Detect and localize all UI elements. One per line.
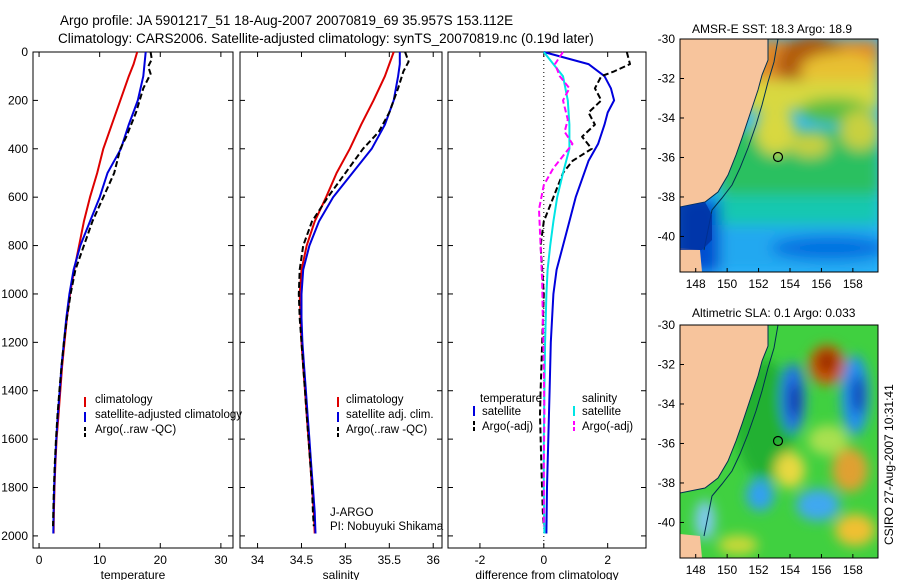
- map-y-tick-label: -40: [658, 229, 676, 243]
- legend-label: climatology: [95, 394, 153, 406]
- x-tick-label: 36: [427, 553, 441, 567]
- plot-area: [32, 51, 234, 549]
- data-centre-label: J-ARGO: [330, 507, 374, 519]
- legend-label: Argo(..raw -QC): [95, 424, 176, 436]
- sla-map: Altimetric SLA: 0.1 Argo: 0.033: [658, 306, 879, 577]
- x-tick-label: 35: [339, 553, 353, 567]
- map-y-tick-label: -32: [658, 357, 676, 371]
- legend-label: Argo(..raw -QC): [346, 424, 427, 436]
- x-axis-label: difference from climatology: [475, 568, 618, 580]
- map-y-tick-label: -38: [658, 476, 676, 490]
- y-tick-label: 1400: [1, 384, 28, 398]
- sla-map-title: Altimetric SLA: 0.1 Argo: 0.033: [692, 306, 856, 320]
- argo-position-marker: [772, 151, 784, 163]
- legend-label: satellite: [482, 406, 521, 418]
- map-y-tick-label: -34: [658, 111, 676, 125]
- map-y-tick-label: -36: [658, 150, 676, 164]
- legend-label: satellite: [582, 406, 621, 418]
- y-tick-label: 1600: [1, 432, 28, 446]
- salinity-legend: climatology satellite adj. clim. Argo(..…: [330, 394, 444, 533]
- legend-label: Argo(-adj): [482, 421, 533, 433]
- temperature-panel: 0 10 20 30 temperature 0 200 400 600 800 1000 1200 1…: [1, 45, 234, 580]
- plot-area: [239, 51, 443, 549]
- map-y-tick-label: -34: [658, 397, 676, 411]
- legend-label: climatology: [346, 394, 404, 406]
- side-timestamp-label: CSIRO 27-Aug-2007 10:31:41: [882, 384, 896, 545]
- pi-label: PI: Nobuyuki Shikama: [330, 521, 444, 533]
- series-line-argo-raw-qc-: [52, 51, 153, 527]
- x-tick-label: 30: [214, 553, 228, 567]
- legend-title-salinity: salinity: [582, 393, 617, 405]
- x-tick-label: 10: [93, 553, 107, 567]
- map-x-tick-label: 158: [843, 563, 863, 577]
- map-y-tick-label: -40: [658, 515, 676, 529]
- argo-position-marker: [772, 435, 784, 447]
- x-tick-label: -2: [475, 553, 486, 567]
- series-line-salinity-argo-adj-: [538, 51, 574, 527]
- map-x-tick-label: 148: [686, 563, 706, 577]
- x-tick-label: 35.5: [378, 553, 402, 567]
- x-axis-label: temperature: [101, 568, 166, 580]
- y-tick-label: 0: [21, 45, 28, 59]
- legend-label: satellite adj. clim.: [346, 409, 434, 421]
- map-x-tick-label: 148: [686, 277, 706, 291]
- y-tick-label: 400: [8, 142, 28, 156]
- y-tick-label: 1000: [1, 287, 28, 301]
- figure-title-line1: Argo profile: JA 5901217_51 18-Aug-2007 …: [60, 13, 513, 28]
- sst-map: AMSR-E SST: 18.3 Argo: 18.9: [658, 22, 879, 291]
- x-axis-label: salinity: [323, 568, 360, 580]
- y-tick-label: 1800: [1, 481, 28, 495]
- map-y-tick-label: -30: [658, 32, 676, 46]
- map-x-tick-label: 152: [749, 277, 769, 291]
- series-line-argo-raw-qc-: [297, 51, 410, 527]
- y-tick-label: 200: [8, 93, 28, 107]
- map-x-tick-label: 156: [811, 563, 831, 577]
- map-y-tick-label: -32: [658, 71, 676, 85]
- legend-label: Argo(-adj): [582, 421, 633, 433]
- temperature-legend: climatology satellite-adjusted climatolo…: [84, 394, 242, 437]
- x-tick-label: 34.5: [290, 553, 314, 567]
- map-x-tick-label: 150: [717, 563, 737, 577]
- figure-title-line2: Climatology: CARS2006. Satellite-adjuste…: [58, 31, 594, 46]
- map-y-tick-label: -38: [658, 190, 676, 204]
- legend-label: satellite-adjusted climatology: [95, 409, 242, 421]
- y-tick-label: 800: [8, 239, 28, 253]
- series-line-temperature-satellite: [543, 51, 616, 534]
- y-tick-label: 600: [8, 190, 28, 204]
- difference-legend: temperature satellite Argo(-adj) salinit…: [473, 393, 633, 433]
- map-x-tick-label: 152: [749, 563, 769, 577]
- x-tick-label: 2: [604, 553, 611, 567]
- x-tick-label: 20: [154, 553, 168, 567]
- x-tick-label: 0: [540, 553, 547, 567]
- map-y-tick-label: -30: [658, 318, 676, 332]
- x-tick-label: 0: [36, 553, 43, 567]
- map-x-tick-label: 150: [717, 277, 737, 291]
- salinity-panel: 34 34.5 35 35.5 36 salinity: [239, 51, 443, 580]
- legend-title-temperature: temperature: [480, 393, 542, 405]
- map-x-tick-label: 156: [811, 277, 831, 291]
- map-x-tick-label: 158: [843, 277, 863, 291]
- y-tick-label: 2000: [1, 529, 28, 543]
- map-y-tick-label: -36: [658, 436, 676, 450]
- map-x-tick-label: 154: [780, 563, 800, 577]
- x-tick-label: 34: [251, 553, 265, 567]
- y-tick-label: 1200: [1, 335, 28, 349]
- sst-map-title: AMSR-E SST: 18.3 Argo: 18.9: [692, 22, 852, 36]
- map-x-tick-label: 154: [780, 277, 800, 291]
